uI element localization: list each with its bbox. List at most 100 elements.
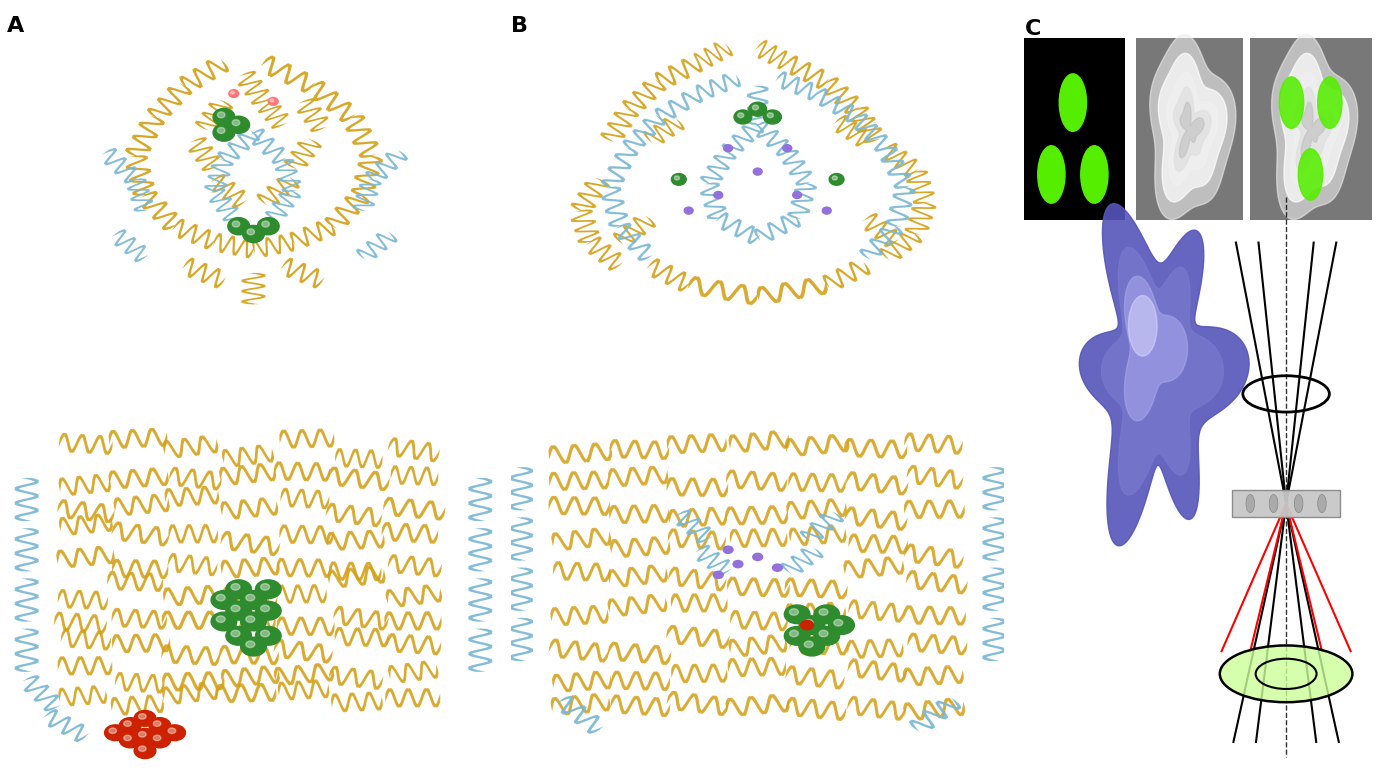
Polygon shape	[278, 679, 329, 700]
Polygon shape	[308, 81, 356, 122]
Circle shape	[108, 728, 117, 733]
Polygon shape	[879, 231, 922, 261]
Polygon shape	[172, 218, 217, 250]
Polygon shape	[326, 466, 390, 491]
Polygon shape	[58, 656, 113, 675]
Polygon shape	[667, 691, 729, 716]
Circle shape	[135, 711, 156, 726]
Polygon shape	[654, 90, 703, 120]
Polygon shape	[725, 694, 790, 716]
Polygon shape	[328, 665, 383, 690]
Circle shape	[246, 594, 254, 601]
Polygon shape	[607, 641, 671, 665]
Polygon shape	[725, 505, 788, 526]
Polygon shape	[571, 178, 610, 212]
Polygon shape	[903, 605, 965, 626]
Circle shape	[820, 608, 828, 615]
Polygon shape	[365, 150, 408, 182]
Circle shape	[256, 626, 281, 645]
Polygon shape	[265, 190, 301, 220]
Polygon shape	[754, 121, 790, 156]
Polygon shape	[179, 59, 229, 89]
Polygon shape	[325, 502, 382, 527]
Polygon shape	[281, 257, 325, 289]
Polygon shape	[860, 224, 903, 260]
Polygon shape	[115, 672, 165, 693]
Polygon shape	[242, 273, 265, 304]
Polygon shape	[906, 171, 935, 204]
Polygon shape	[600, 108, 639, 142]
Circle shape	[213, 108, 235, 126]
Polygon shape	[549, 442, 613, 464]
Polygon shape	[665, 625, 729, 649]
Polygon shape	[853, 114, 890, 151]
Polygon shape	[58, 685, 107, 707]
Polygon shape	[276, 558, 332, 578]
Polygon shape	[238, 71, 269, 105]
Polygon shape	[668, 507, 726, 528]
Polygon shape	[549, 638, 610, 663]
Polygon shape	[335, 448, 383, 469]
Polygon shape	[276, 616, 335, 636]
Polygon shape	[786, 498, 847, 519]
Polygon shape	[208, 188, 239, 222]
Polygon shape	[1158, 53, 1226, 202]
Circle shape	[139, 714, 146, 719]
Polygon shape	[350, 155, 383, 196]
Polygon shape	[386, 633, 442, 655]
Circle shape	[764, 110, 782, 124]
Polygon shape	[57, 499, 115, 523]
Polygon shape	[615, 223, 653, 261]
Circle shape	[231, 91, 235, 94]
Polygon shape	[213, 233, 254, 258]
Polygon shape	[667, 477, 728, 498]
Polygon shape	[728, 431, 790, 453]
Polygon shape	[111, 694, 164, 716]
Polygon shape	[610, 536, 671, 558]
Polygon shape	[468, 478, 493, 521]
Polygon shape	[221, 665, 281, 687]
Circle shape	[119, 732, 142, 748]
Circle shape	[1318, 77, 1342, 129]
Circle shape	[218, 127, 225, 133]
Polygon shape	[622, 79, 667, 112]
Polygon shape	[113, 229, 149, 262]
Circle shape	[164, 725, 186, 741]
Polygon shape	[221, 497, 278, 519]
Circle shape	[724, 145, 732, 151]
Polygon shape	[215, 682, 276, 703]
Polygon shape	[226, 611, 275, 630]
Polygon shape	[586, 236, 624, 271]
Circle shape	[724, 546, 733, 553]
Polygon shape	[14, 629, 39, 672]
Polygon shape	[468, 528, 493, 571]
Circle shape	[124, 721, 132, 726]
Polygon shape	[1079, 204, 1249, 546]
Circle shape	[1246, 495, 1254, 512]
FancyBboxPatch shape	[1250, 38, 1372, 220]
Circle shape	[822, 207, 831, 214]
Text: B: B	[511, 16, 528, 36]
Polygon shape	[108, 467, 169, 489]
Polygon shape	[281, 488, 329, 509]
Polygon shape	[274, 639, 333, 664]
FancyBboxPatch shape	[1232, 491, 1340, 517]
Polygon shape	[163, 682, 218, 704]
Circle shape	[829, 174, 845, 186]
Polygon shape	[508, 568, 533, 611]
Polygon shape	[386, 584, 442, 608]
Circle shape	[139, 732, 146, 737]
Polygon shape	[729, 528, 788, 548]
Polygon shape	[786, 697, 847, 721]
Circle shape	[124, 736, 132, 741]
Polygon shape	[907, 633, 968, 655]
Polygon shape	[182, 257, 226, 289]
Circle shape	[829, 615, 854, 634]
Polygon shape	[667, 433, 726, 454]
Polygon shape	[219, 645, 279, 665]
Circle shape	[799, 637, 825, 656]
Circle shape	[226, 626, 251, 645]
Polygon shape	[775, 71, 820, 101]
Circle shape	[153, 736, 161, 741]
Polygon shape	[557, 696, 604, 734]
